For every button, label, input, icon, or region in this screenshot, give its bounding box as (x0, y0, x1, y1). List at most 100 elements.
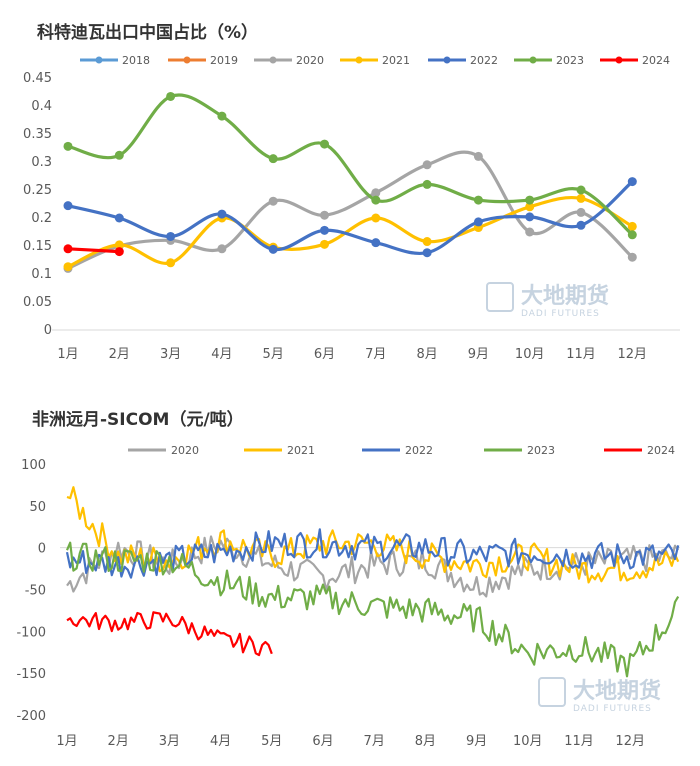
point-2020 (217, 244, 227, 254)
point-2023 (320, 139, 329, 149)
point-2024 (114, 247, 124, 257)
point-2024 (63, 244, 73, 254)
chart-2-x-tick: 4月 (210, 734, 231, 749)
point-2023 (268, 154, 278, 164)
chart-2-title: 非洲远月-SICOM（元/吨） (32, 410, 244, 430)
series-line-2024 (66, 611, 273, 657)
point-2020 (320, 210, 329, 220)
legend-marker (615, 56, 623, 64)
chart-2-x-tick: 12月 (615, 734, 645, 749)
legend-marker (269, 56, 277, 64)
point-2021 (63, 262, 73, 272)
point-2022 (63, 201, 73, 211)
chart-2-legend-item-2020: 2020 (128, 444, 199, 457)
point-2023 (371, 195, 381, 205)
chart-2-y-tick: -150 (16, 667, 46, 682)
watermark-sub: DADI FUTURES (573, 704, 652, 714)
chart-2-x-tick: 11月 (564, 734, 594, 749)
watermark-logo (538, 677, 566, 707)
point-2023 (576, 185, 586, 195)
point-2021 (371, 213, 381, 223)
point-2023 (114, 150, 124, 160)
point-2023 (217, 111, 227, 121)
legend-marker (443, 56, 451, 64)
point-2020 (627, 252, 637, 262)
chart-2-y-tick: 0 (38, 542, 46, 557)
chart-1-y-tick: 0.05 (23, 295, 52, 310)
chart-2-x-tick: 8月 (415, 734, 436, 749)
point-2021 (422, 237, 432, 247)
series-line-2023 (65, 541, 680, 678)
chart-2-legend-item-2023: 2023 (484, 444, 555, 457)
chart-1-y-tick: 0.4 (31, 99, 52, 114)
legend-label: 2021 (287, 444, 315, 457)
chart-1-y-tick: 0.15 (23, 239, 52, 254)
point-2023 (525, 195, 535, 205)
legend-label: 2022 (470, 54, 498, 67)
chart-1-y-tick: 0.35 (23, 127, 52, 142)
watermark-text: 大地期货 (573, 678, 661, 704)
legend-marker (529, 56, 537, 64)
point-2021 (320, 239, 329, 249)
chart-1-x-tick: 8月 (416, 347, 437, 362)
chart-1-y-tick: 0 (44, 323, 52, 338)
chart-1-y-tick: 0.1 (31, 267, 52, 282)
point-2022 (525, 212, 535, 222)
chart-1-x-tick: 4月 (211, 347, 232, 362)
chart-2-y-tick: -50 (25, 584, 46, 599)
legend-label: 2023 (527, 444, 555, 457)
chart-1-legend-item-2018: 2018 (80, 54, 150, 67)
legend-label: 2023 (556, 54, 584, 67)
chart-1-x-tick: 7月 (365, 347, 386, 362)
legend-label: 2020 (171, 444, 199, 457)
series-line-2022 (65, 528, 680, 579)
chart-1-legend-item-2019: 2019 (168, 54, 238, 67)
legend-marker (355, 56, 363, 64)
chart-1-x-tick: 5月 (263, 347, 284, 362)
legend-label: 2020 (296, 54, 324, 67)
legend-label: 2024 (642, 54, 670, 67)
chart-1-title: 科特迪瓦出口中国占比（%） (37, 23, 259, 43)
point-2021 (627, 221, 637, 231)
chart-2-legend-item-2024: 2024 (604, 444, 675, 457)
chart-1-x-tick: 10月 (515, 347, 545, 362)
legend-marker (183, 56, 191, 64)
chart-1-y-tick: 0.45 (23, 71, 52, 86)
point-2022 (217, 209, 227, 219)
chart-1-x-tick: 2月 (109, 347, 130, 362)
watermark-logo (486, 282, 514, 312)
legend-label: 2019 (210, 54, 238, 67)
series-line-2020 (66, 535, 680, 598)
point-2021 (525, 202, 535, 212)
series-line-2022 (66, 180, 634, 256)
chart-2-x-tick: 3月 (159, 734, 180, 749)
chart-1-x-tick: 3月 (160, 347, 181, 362)
chart-1-legend-item-2024: 2024 (600, 54, 670, 67)
chart-1-x-tick: 1月 (57, 347, 78, 362)
chart-1-legend-item-2020: 2020 (254, 54, 324, 67)
point-2020 (371, 188, 381, 198)
chart-2-legend-item-2021: 2021 (244, 444, 315, 457)
chart-1-x-tick: 6月 (314, 347, 335, 362)
chart-2-legend-item-2022: 2022 (362, 444, 433, 457)
point-2022 (320, 225, 329, 235)
point-2022 (422, 248, 432, 258)
chart-1-x-tick: 12月 (618, 347, 648, 362)
chart-1-y-tick: 0.25 (23, 183, 52, 198)
watermark-text: 大地期货 (521, 283, 609, 309)
point-2020 (268, 196, 278, 206)
point-2022 (268, 244, 278, 254)
chart-2-x-tick: 9月 (466, 734, 487, 749)
point-2022 (473, 217, 483, 227)
point-2021 (576, 193, 586, 203)
point-2022 (114, 213, 124, 223)
series-line-2023 (66, 93, 634, 237)
chart-1-x-tick: 11月 (566, 347, 596, 362)
point-2023 (473, 195, 483, 205)
point-2023 (422, 179, 432, 189)
point-2022 (166, 231, 176, 241)
legend-label: 2021 (382, 54, 410, 67)
chart-2-x-tick: 5月 (261, 734, 282, 749)
legend-label: 2022 (405, 444, 433, 457)
